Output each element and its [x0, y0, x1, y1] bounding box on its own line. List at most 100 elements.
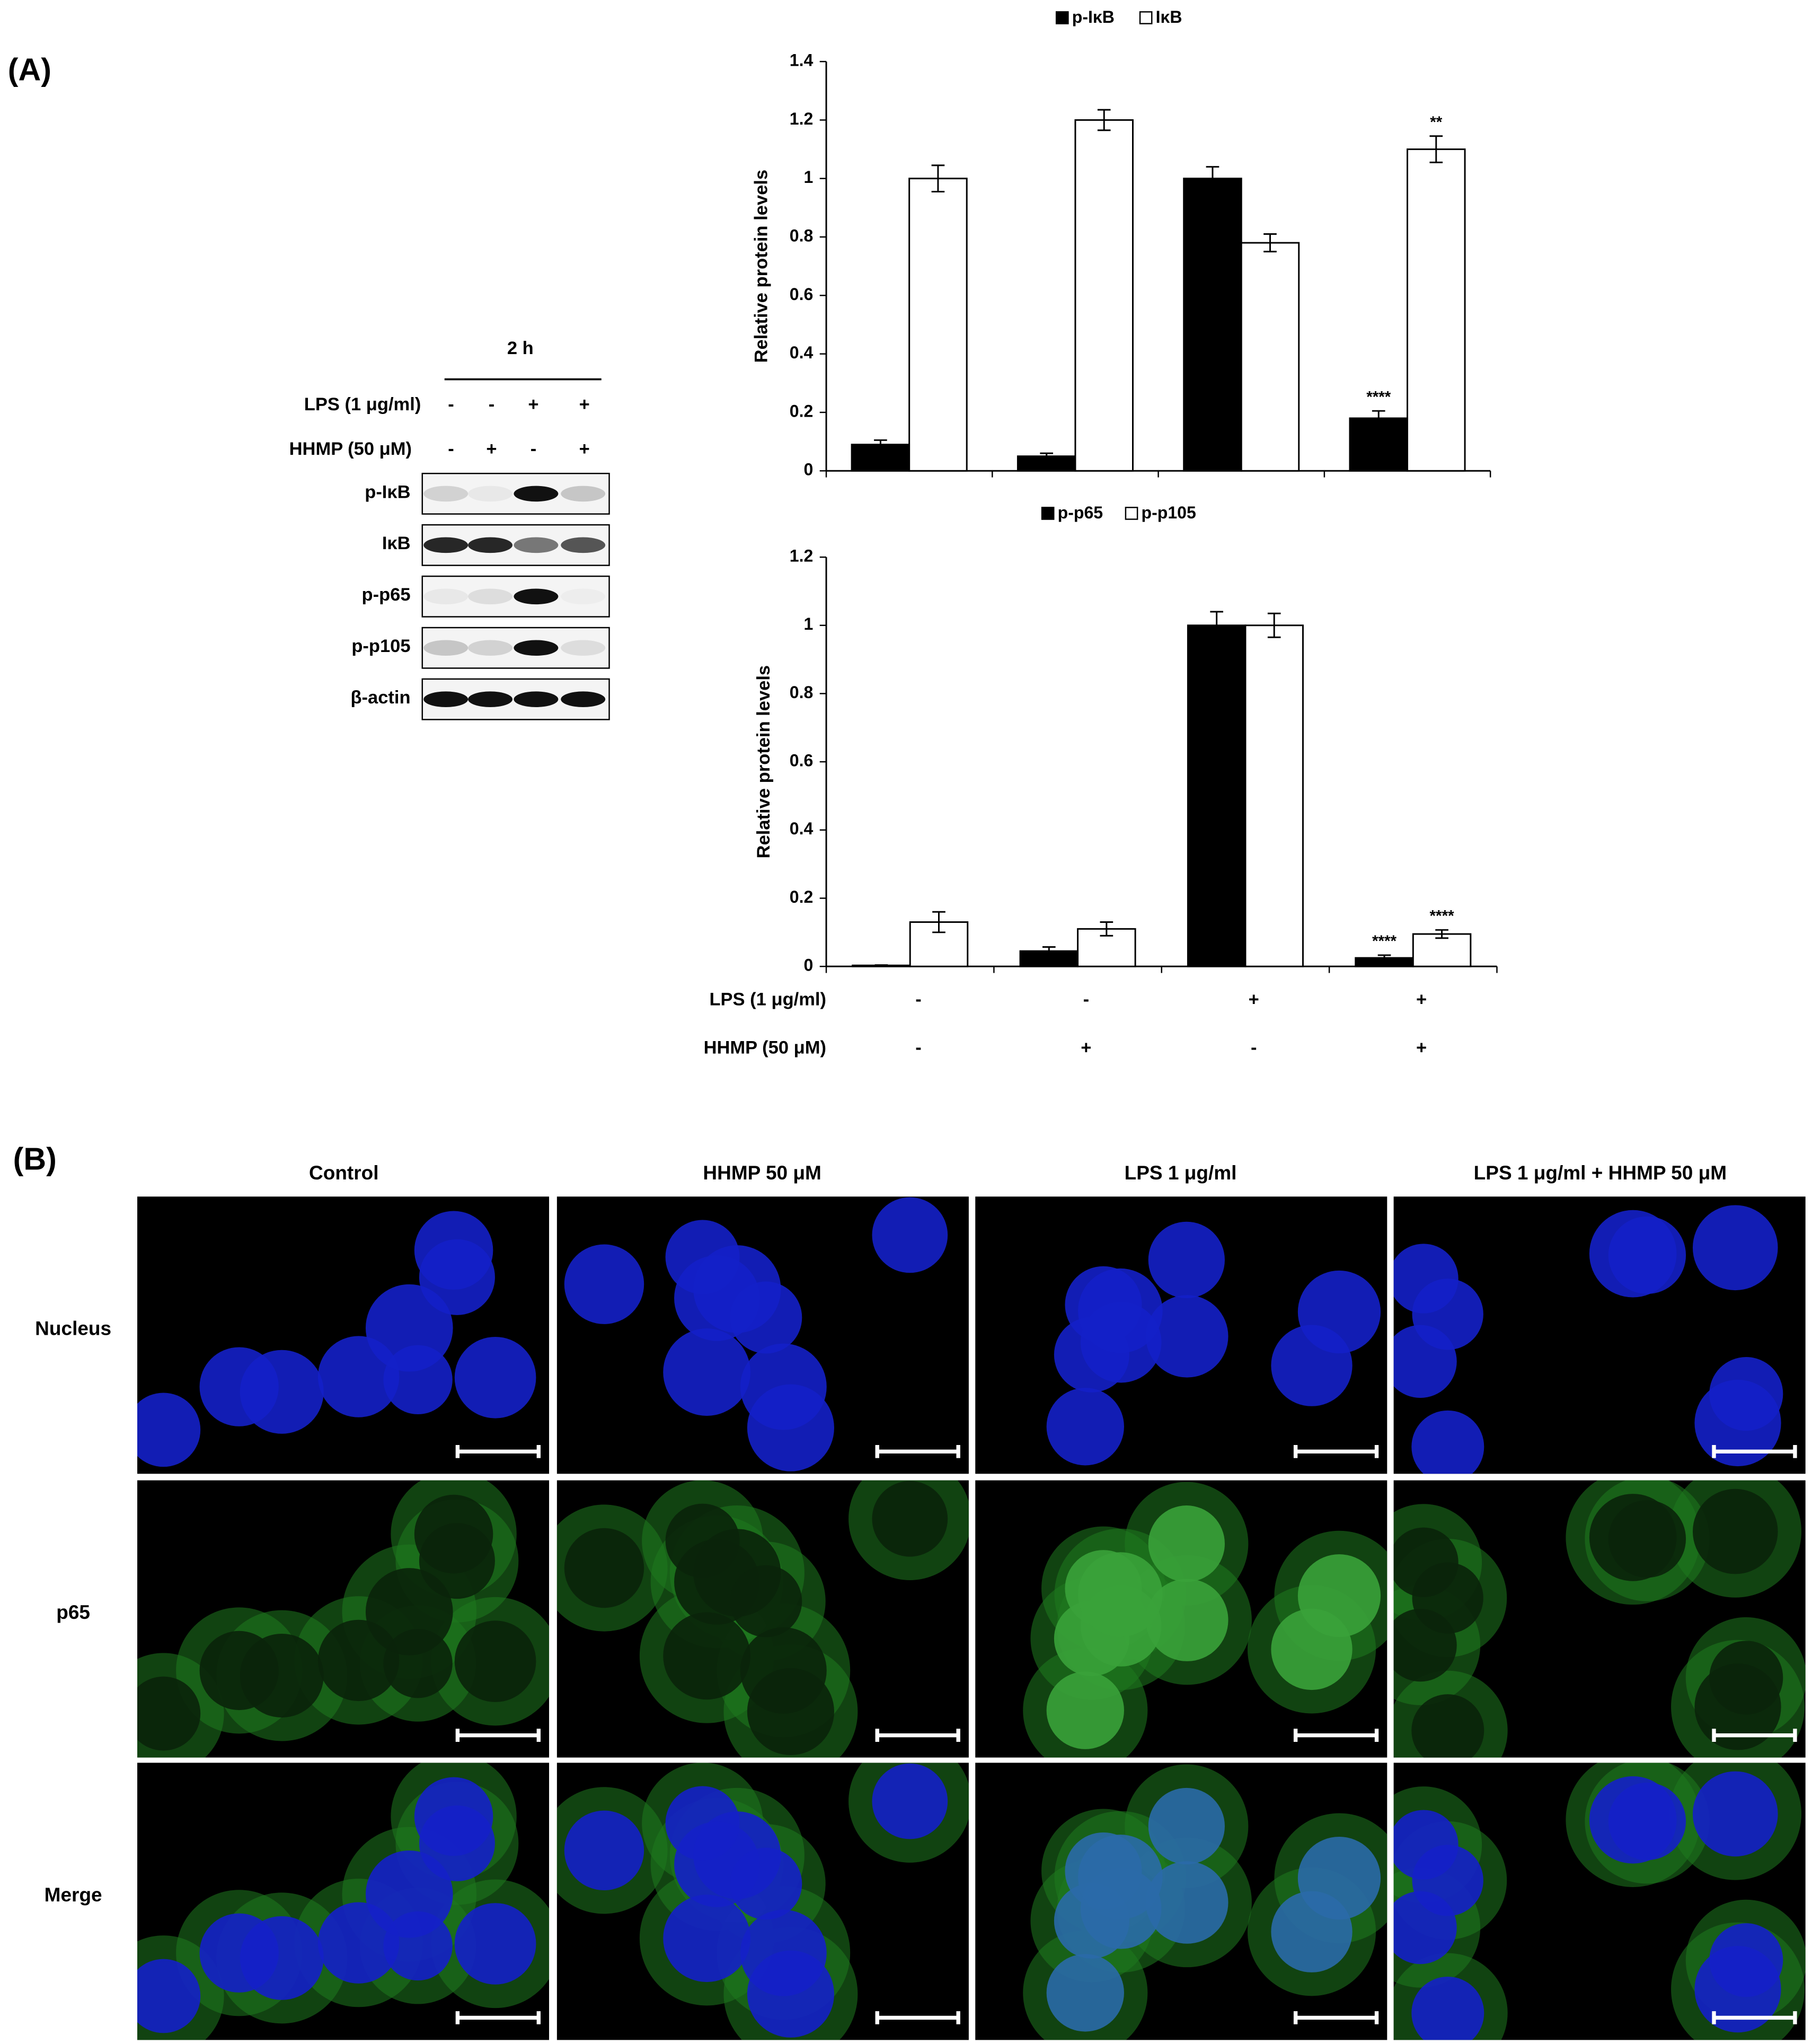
y-tick-label: 0.4: [790, 819, 814, 838]
nucleus: [564, 1244, 644, 1324]
nucleus-merge: [740, 1909, 827, 1996]
condition-value: -: [915, 989, 921, 1009]
micrograph: [975, 1196, 1387, 1474]
blot-condition-value: +: [579, 439, 590, 459]
blot-condition-value: -: [448, 394, 454, 415]
cells: [556, 1763, 969, 2040]
nucleus-p65: [1078, 1552, 1163, 1637]
nucleus-p65: [1411, 1694, 1484, 1758]
nucleus-merge: [137, 1959, 201, 2033]
blot-condition-value: -: [531, 439, 537, 459]
nucleus: [663, 1328, 751, 1416]
nucleus: [137, 1393, 201, 1467]
panel-label: (A): [8, 52, 51, 87]
legend-label: p-p65: [1058, 503, 1103, 522]
y-axis-label: Relative protein levels: [751, 170, 771, 363]
legend-swatch: [1041, 507, 1055, 520]
blot-protein-label: IκB: [382, 533, 411, 553]
nucleus-p65: [1709, 1641, 1783, 1715]
y-tick-label: 0.6: [790, 751, 814, 770]
nucleus-p65: [730, 1565, 802, 1637]
bar: [1349, 417, 1409, 472]
blot-band: [468, 486, 512, 502]
nucleus-p65: [1148, 1505, 1225, 1582]
nucleus: [1148, 1221, 1225, 1299]
bar: [1074, 119, 1134, 472]
condition-value: -: [1083, 989, 1089, 1009]
nucleus-p65: [414, 1494, 493, 1574]
scale-bar: [1293, 2011, 1379, 2024]
blot-band: [561, 640, 606, 656]
blot-condition-value: -: [489, 394, 495, 415]
blot-band: [514, 537, 559, 553]
significance-label: **: [1430, 113, 1443, 131]
blot-band: [468, 588, 512, 605]
row-label: Nucleus: [35, 1318, 111, 1340]
y-tick-label: 1.2: [790, 547, 814, 566]
condition-value: +: [1416, 989, 1427, 1009]
blot-condition-value: +: [528, 394, 538, 415]
y-tick-label: 0.4: [790, 343, 814, 362]
micrograph: [137, 1480, 550, 1758]
scale-bar: [455, 1729, 541, 1742]
error-bar: [1377, 954, 1391, 962]
row-label: Merge: [45, 1884, 102, 1906]
scale-bar: [1712, 1445, 1797, 1458]
nucleus-p65: [663, 1612, 751, 1700]
nucleus: [454, 1336, 536, 1419]
scale-bar: [455, 1445, 541, 1458]
blot-condition-label: HHMP (50 μM): [289, 439, 412, 459]
error-bar: [1097, 109, 1111, 131]
cells: [1023, 1482, 1387, 1758]
blot-condition-value: -: [448, 439, 454, 459]
y-tick-label: 1: [804, 168, 814, 187]
error-bar: [1372, 410, 1385, 427]
nucleus-merge: [1046, 1954, 1124, 2032]
nucleus-merge: [1393, 1810, 1459, 1880]
blot-protein-label: p-p65: [362, 585, 411, 605]
error-bar: [1042, 946, 1056, 956]
nucleus-p65: [454, 1620, 536, 1702]
scale-bar: [1293, 1729, 1379, 1742]
nucleus-p65: [1393, 1527, 1459, 1597]
nucleus-p65: [564, 1528, 644, 1608]
micrograph: [556, 1480, 969, 1758]
scale-bar: [455, 2011, 541, 2024]
y-tick-label: 0: [804, 460, 814, 479]
cells: [1393, 1480, 1806, 1758]
nucleus-merge: [1078, 1835, 1163, 1919]
bar: [1240, 242, 1300, 472]
micrograph: [975, 1480, 1387, 1758]
nucleus-p65: [872, 1481, 948, 1557]
scale-bar: [1712, 2011, 1797, 2024]
nucleus-merge: [564, 1810, 644, 1891]
nucleus-p65: [1589, 1494, 1677, 1581]
condition-label: HHMP (50 μM): [704, 1038, 826, 1058]
nucleus: [1393, 1325, 1457, 1398]
blot-condition-value: +: [579, 394, 590, 415]
nucleus: [414, 1211, 493, 1290]
nucleus-merge: [1589, 1776, 1677, 1864]
nucleus-merge: [1297, 1836, 1381, 1920]
legend-swatch: [1139, 11, 1153, 24]
nucleus-p65: [740, 1627, 827, 1714]
blot-band: [423, 691, 469, 707]
micrograph: [975, 1763, 1387, 2040]
nucleus-p65: [137, 1676, 201, 1751]
blot-band: [514, 640, 559, 656]
blot-time: 2 h: [507, 338, 534, 358]
scale-bar: [1293, 1445, 1379, 1458]
blot-condition-value: +: [486, 439, 497, 459]
nucleus-merge: [1411, 1977, 1484, 2040]
nucleus-p65: [240, 1634, 324, 1718]
micrograph: [1393, 1480, 1806, 1758]
blot-band: [514, 691, 559, 707]
y-tick-label: 0.2: [790, 887, 814, 906]
error-bar: [1206, 166, 1219, 191]
blot-band: [423, 486, 469, 502]
bar: [908, 178, 968, 472]
blot-band: [561, 588, 605, 604]
cells: [137, 1211, 536, 1467]
